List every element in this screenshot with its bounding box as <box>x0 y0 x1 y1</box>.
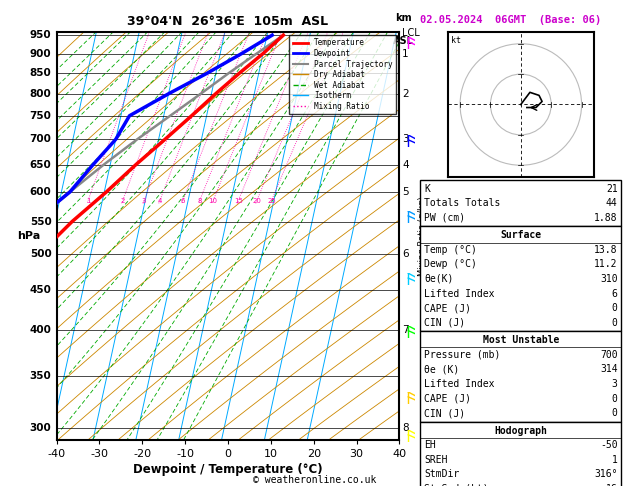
Text: Dewp (°C): Dewp (°C) <box>424 260 477 269</box>
Text: 0: 0 <box>612 303 618 313</box>
Text: Surface: Surface <box>500 230 542 240</box>
X-axis label: Dewpoint / Temperature (°C): Dewpoint / Temperature (°C) <box>133 463 323 476</box>
Text: LCL: LCL <box>402 28 420 38</box>
Text: 500: 500 <box>30 249 52 259</box>
Text: 3: 3 <box>402 134 409 144</box>
Text: 400: 400 <box>30 325 52 335</box>
Text: 0: 0 <box>612 394 618 403</box>
Text: 6: 6 <box>402 249 409 259</box>
Text: 350: 350 <box>30 371 52 381</box>
Text: 2: 2 <box>402 89 409 99</box>
Text: 1: 1 <box>612 455 618 465</box>
Text: 6: 6 <box>181 197 185 204</box>
Text: θe (K): θe (K) <box>424 364 459 374</box>
Text: PW (cm): PW (cm) <box>424 213 465 223</box>
Text: © weatheronline.co.uk: © weatheronline.co.uk <box>253 474 376 485</box>
Text: Hodograph: Hodograph <box>494 426 547 435</box>
Text: Mixing Ratio (g/kg): Mixing Ratio (g/kg) <box>418 196 427 276</box>
Text: Totals Totals: Totals Totals <box>424 198 500 208</box>
Text: 1: 1 <box>402 49 409 59</box>
Text: Temp (°C): Temp (°C) <box>424 245 477 255</box>
Text: 4: 4 <box>402 159 409 170</box>
Text: Pressure (mb): Pressure (mb) <box>424 350 500 360</box>
Text: 1: 1 <box>86 197 91 204</box>
Text: SREH: SREH <box>424 455 447 465</box>
Text: hPa: hPa <box>18 231 41 241</box>
Text: 310: 310 <box>600 274 618 284</box>
Text: 6: 6 <box>612 289 618 298</box>
Text: 900: 900 <box>30 49 52 59</box>
Text: 316°: 316° <box>594 469 618 479</box>
Text: θe(K): θe(K) <box>424 274 454 284</box>
Text: 300: 300 <box>30 423 52 433</box>
Text: Lifted Index: Lifted Index <box>424 289 494 298</box>
Text: CIN (J): CIN (J) <box>424 408 465 418</box>
Title: 39°04'N  26°36'E  105m  ASL: 39°04'N 26°36'E 105m ASL <box>128 15 328 28</box>
Text: 44: 44 <box>606 198 618 208</box>
Text: 314: 314 <box>600 364 618 374</box>
Text: 0: 0 <box>612 318 618 328</box>
Text: CAPE (J): CAPE (J) <box>424 394 471 403</box>
Text: 950: 950 <box>30 30 52 40</box>
Text: 750: 750 <box>30 111 52 121</box>
Text: 13.8: 13.8 <box>594 245 618 255</box>
Text: 450: 450 <box>30 285 52 295</box>
Text: CAPE (J): CAPE (J) <box>424 303 471 313</box>
Text: ASL: ASL <box>393 35 414 46</box>
Text: 5: 5 <box>402 187 409 197</box>
Text: 25: 25 <box>267 197 276 204</box>
Text: 550: 550 <box>30 217 52 226</box>
Text: Most Unstable: Most Unstable <box>482 335 559 345</box>
Text: 10: 10 <box>209 197 218 204</box>
Text: Lifted Index: Lifted Index <box>424 379 494 389</box>
Text: 7: 7 <box>402 325 409 335</box>
Text: 700: 700 <box>30 134 52 144</box>
Text: 8: 8 <box>402 423 409 433</box>
Text: 1.88: 1.88 <box>594 213 618 223</box>
Legend: Temperature, Dewpoint, Parcel Trajectory, Dry Adiabat, Wet Adiabat, Isotherm, Mi: Temperature, Dewpoint, Parcel Trajectory… <box>289 35 396 114</box>
Text: km: km <box>395 14 412 23</box>
Text: 600: 600 <box>30 187 52 197</box>
Text: 0: 0 <box>612 408 618 418</box>
Text: 15: 15 <box>234 197 243 204</box>
Text: 850: 850 <box>30 68 52 78</box>
Text: 16: 16 <box>606 484 618 486</box>
Text: 3: 3 <box>612 379 618 389</box>
Text: 11.2: 11.2 <box>594 260 618 269</box>
Text: CIN (J): CIN (J) <box>424 318 465 328</box>
Text: 650: 650 <box>30 159 52 170</box>
Text: 02.05.2024  06GMT  (Base: 06): 02.05.2024 06GMT (Base: 06) <box>420 15 601 25</box>
Text: 700: 700 <box>600 350 618 360</box>
Text: EH: EH <box>424 440 436 450</box>
Text: 4: 4 <box>158 197 162 204</box>
Text: 3: 3 <box>142 197 147 204</box>
Text: 21: 21 <box>606 184 618 193</box>
Text: StmDir: StmDir <box>424 469 459 479</box>
Text: K: K <box>424 184 430 193</box>
Text: 800: 800 <box>30 89 52 99</box>
Text: StmSpd (kt): StmSpd (kt) <box>424 484 489 486</box>
Text: kt: kt <box>451 36 461 45</box>
Text: 20: 20 <box>252 197 261 204</box>
Text: 8: 8 <box>198 197 202 204</box>
Text: 2: 2 <box>121 197 125 204</box>
Text: -50: -50 <box>600 440 618 450</box>
